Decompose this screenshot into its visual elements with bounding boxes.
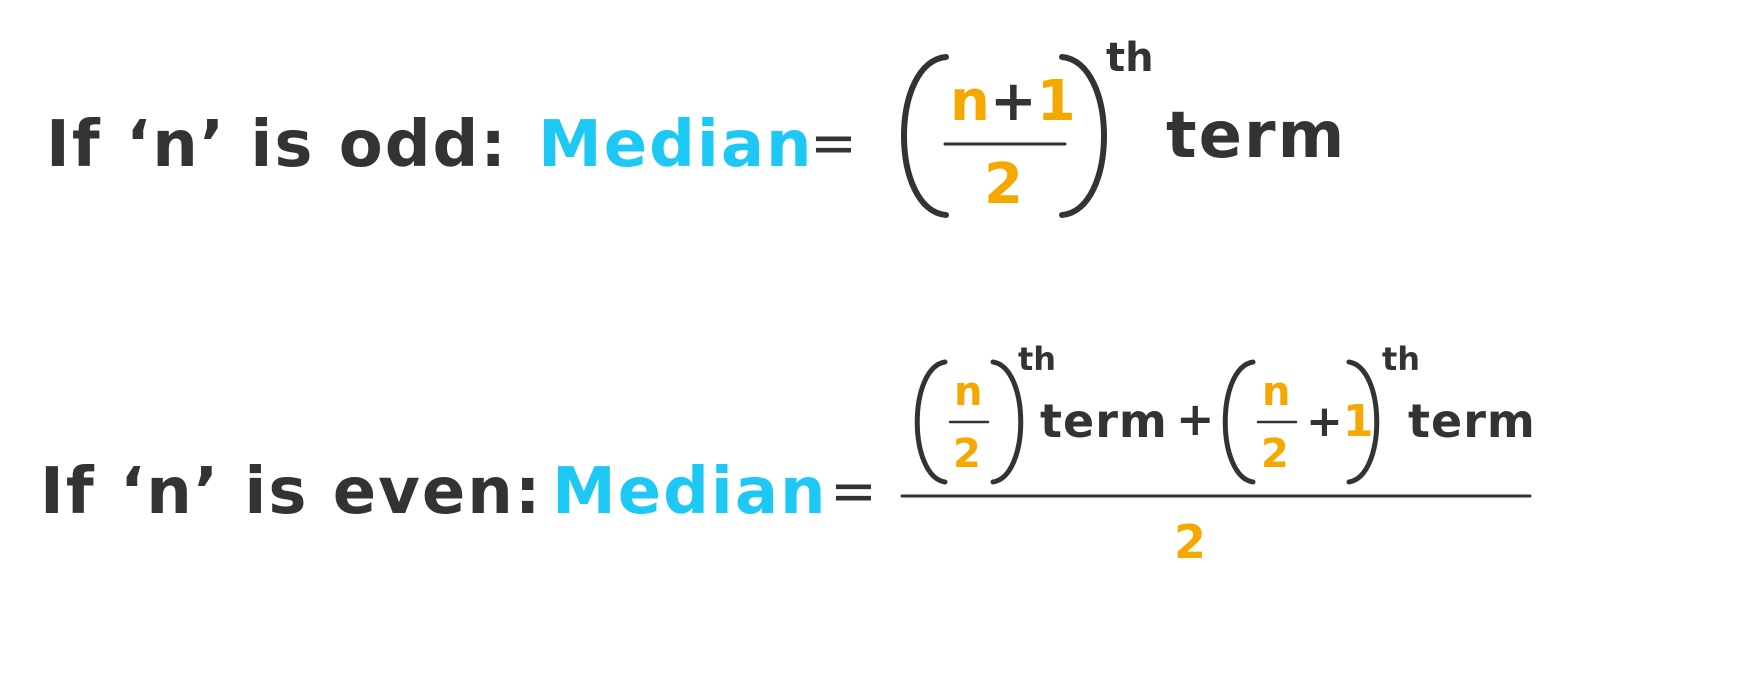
- even-second-term-word: term: [1408, 394, 1536, 448]
- even-second-denominator: 2: [1261, 431, 1289, 477]
- even-second-right-parenthesis: [1346, 359, 1380, 485]
- odd-case-label: If ‘n’ is odd:: [46, 108, 508, 182]
- even-first-left-parenthesis: [914, 359, 948, 485]
- odd-median-word: Median: [538, 108, 814, 182]
- even-second-plus: +: [1306, 396, 1343, 447]
- odd-right-parenthesis: [1059, 54, 1107, 218]
- even-second-superscript: th: [1382, 340, 1421, 378]
- odd-numerator-n: n: [950, 69, 990, 134]
- even-first-right-parenthesis: [990, 359, 1024, 485]
- even-median-word: Median: [552, 455, 828, 529]
- even-second-numerator: n: [1262, 369, 1291, 415]
- even-first-superscript: th: [1018, 340, 1057, 378]
- odd-denominator: 2: [984, 152, 1023, 217]
- even-first-numerator: n: [954, 369, 983, 415]
- odd-left-parenthesis: [901, 54, 949, 218]
- even-case-label: If ‘n’ is even:: [40, 455, 543, 529]
- odd-superscript: th: [1106, 35, 1154, 81]
- even-first-denominator: 2: [953, 431, 981, 477]
- even-second-one: 1: [1342, 396, 1374, 447]
- even-second-plus-one: +1: [1306, 400, 1374, 444]
- odd-equals-sign: =: [810, 111, 857, 176]
- odd-numerator-one: 1: [1036, 69, 1076, 134]
- even-equals-sign: =: [830, 459, 877, 524]
- odd-term-word: term: [1166, 99, 1347, 173]
- odd-numerator: n+1: [950, 74, 1076, 130]
- even-first-term-word: term: [1040, 394, 1168, 448]
- even-second-left-parenthesis: [1222, 359, 1256, 485]
- odd-numerator-plus: +: [989, 69, 1037, 134]
- even-plus-sign: +: [1176, 392, 1215, 446]
- even-overall-denominator: 2: [1174, 515, 1207, 569]
